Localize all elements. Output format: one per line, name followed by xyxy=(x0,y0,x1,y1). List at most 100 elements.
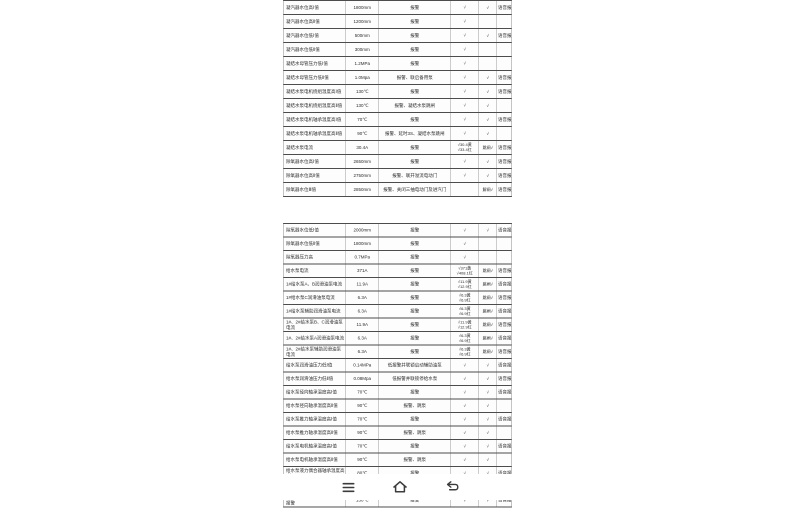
alarm-table-upper: 凝汽器水位高Ⅰ值 1800mm 报警 √ √ 语音报警 凝汽器水位高Ⅱ值 120… xyxy=(283,0,512,197)
cell-setpoint-value: 70℃ xyxy=(345,440,379,453)
cell-mark-primary: √6.3黄 √6.9红 xyxy=(450,291,479,304)
cell-mark-primary: √ xyxy=(450,399,479,412)
cell-point-name: 除氧器压力高 xyxy=(286,254,314,260)
cell-voice-alarm: 语音报警 xyxy=(496,183,512,196)
cell-mark-primary xyxy=(450,183,479,196)
cell-mark-secondary: √ xyxy=(478,413,497,426)
cell-mark-secondary: √ xyxy=(478,440,497,453)
cell-mark-secondary: 跳闸√ xyxy=(478,264,497,277)
cell-setpoint-value: 2650mm xyxy=(345,155,379,168)
cell-point-name: 1#给水泵辅助润滑油泵电流 xyxy=(286,308,341,314)
cell-setpoint-value: 90℃ xyxy=(345,453,379,466)
cell-setpoint-value: 300mm xyxy=(345,43,379,56)
cell-mark-secondary: 跳闸√ xyxy=(478,318,497,331)
cell-point-name: 除氧器水位Ⅲ值 xyxy=(286,186,317,192)
cell-action: 报警 xyxy=(378,467,451,480)
table-row: 1#、2#给水泵A润滑油泵电流 6.3A 报警 √6.3黄 √6.9红 跳闸√ … xyxy=(283,331,512,345)
cell-point-name: 给水泵电机轴承温度高Ⅱ值 xyxy=(286,457,338,462)
cell-mark-secondary: 跳闸√ xyxy=(478,345,497,358)
cell-setpoint-value: 90℃ xyxy=(345,399,379,412)
cell-mark-primary: √ xyxy=(450,413,479,426)
cell-mark-secondary: 跳闸√ xyxy=(478,291,497,304)
cell-mark-secondary xyxy=(478,251,497,264)
table-row: 1#给水泵辅助润滑油泵电流 6.3A 报警 √6.3黄 √6.9红 跳闸√ 语音… xyxy=(283,304,512,318)
cell-point-name: 除氧器水位高Ⅱ值 xyxy=(286,172,320,178)
cell-action: 报警、联启备用泵 xyxy=(378,71,451,84)
cell-point-name: 给水泵电机轴承温度高Ⅰ值 xyxy=(286,443,337,449)
cell-setpoint-value: 6.3A xyxy=(345,345,379,358)
cell-action: 报警 xyxy=(378,15,451,28)
cell-action: 报警、跳泵 xyxy=(378,453,451,466)
cell-mark-secondary: √ xyxy=(478,386,497,399)
back-icon xyxy=(444,479,461,496)
cell-mark-primary: √ xyxy=(450,57,479,70)
cell-voice-alarm: 语音报警 xyxy=(496,372,512,385)
table-row: 凝结水泵电流 30.4A 报警 √30.4黄 √33.4红 跳闸√ 语音报警 xyxy=(283,140,512,154)
cell-action: 报警 xyxy=(378,85,451,98)
cell-mark-primary: √ xyxy=(450,224,479,237)
cell-action: 报警 xyxy=(378,251,451,264)
cell-voice-alarm: 语音报警 xyxy=(496,169,512,182)
cell-action: 报警 xyxy=(378,43,451,56)
cell-mark-secondary xyxy=(478,237,497,250)
cell-point-name: 凝结水母管压力低Ⅱ值 xyxy=(286,74,329,80)
menu-icon xyxy=(340,479,357,496)
cell-mark-primary: √ xyxy=(450,372,479,385)
cell-action: 报警、关闭三抽电动门及进汽门 xyxy=(378,183,451,196)
table-row: 凝结水泵电机轴承温度高Ⅰ值 70℃ 报警 √ √ 语音报警 xyxy=(283,112,512,126)
cell-point-name: 1#给水泵A、B润滑油泵电流 xyxy=(286,281,343,287)
alarm-table-lower: 除氧器水位低Ⅰ值 2000mm 报警 √ √ 语音报警 除氧器水位低Ⅱ值 180… xyxy=(283,223,512,508)
home-button[interactable] xyxy=(390,477,410,497)
cell-setpoint-value: 6.3A xyxy=(345,291,379,304)
cell-setpoint-value: 70℃ xyxy=(345,386,379,399)
cell-setpoint-value: 90℃ xyxy=(345,127,379,140)
cell-point-name: 给水泵润滑油压力低Ⅰ值 xyxy=(286,362,333,368)
table-row: 1#给水泵C润滑油泵电流 6.3A 报警 √6.3黄 √6.9红 跳闸√ 语音报… xyxy=(283,290,512,304)
table-row: 凝结水泵电机轴承温度高Ⅱ值 90℃ 报警、延时3S、凝结水泵跳闸 √ √ xyxy=(283,126,512,140)
cell-mark-secondary: √ xyxy=(478,467,497,480)
cell-voice-alarm: 语音报警 xyxy=(496,113,512,126)
table-row: 给水泵推力轴承温度高Ⅱ值 90℃ 报警、跳泵 √ √ xyxy=(283,425,512,439)
cell-action: 报警 xyxy=(378,440,451,453)
cell-point-name: 凝汽器水位高Ⅱ值 xyxy=(286,18,320,24)
back-button[interactable] xyxy=(442,477,462,497)
cell-mark-secondary: √ xyxy=(478,224,497,237)
cell-mark-primary: √ xyxy=(450,440,479,453)
cell-action: 报警、延时3S、凝结水泵跳闸 xyxy=(378,127,451,140)
menu-button[interactable] xyxy=(338,477,358,497)
table-row: 凝汽器水位高Ⅱ值 1200mm 报警 √ xyxy=(283,14,512,28)
cell-setpoint-value: 1.0Mpa xyxy=(345,71,379,84)
cell-action: 低报警并联锁停给水泵 xyxy=(378,372,451,385)
cell-action: 报警 xyxy=(378,318,451,331)
cell-setpoint-value: 70℃ xyxy=(345,113,379,126)
cell-setpoint-value: 500mm xyxy=(345,29,379,42)
cell-action: 报警 xyxy=(378,305,451,318)
cell-mark-primary: √ xyxy=(450,15,479,28)
cell-setpoint-value: 70℃ xyxy=(345,413,379,426)
document-page: 凝汽器水位高Ⅰ值 1800mm 报警 √ √ 语音报警 凝汽器水位高Ⅱ值 120… xyxy=(283,0,512,508)
cell-voice-alarm: 语音报警 xyxy=(496,29,512,42)
cell-mark-primary: √ xyxy=(450,237,479,250)
android-navbar xyxy=(0,474,800,500)
cell-mark-primary: √ xyxy=(450,155,479,168)
table-row: 给水泵径向轴承温度高Ⅰ值 70℃ 报警 √ √ 语音报警 xyxy=(283,385,512,399)
cell-voice-alarm: 语音报警 xyxy=(496,332,512,345)
cell-mark-primary: √ xyxy=(450,29,479,42)
cell-voice-alarm xyxy=(496,15,512,28)
cell-point-name: 除氧器水位高Ⅰ值 xyxy=(286,158,319,164)
table-row: 给水泵润滑油压力低Ⅱ值 0.08Mpa 低报警并联锁停给水泵 √ √ 语音报警 xyxy=(283,371,512,385)
cell-mark-secondary: √ xyxy=(478,169,497,182)
cell-action: 报警、凝结水泵跳闸 xyxy=(378,99,451,112)
table-row: 给水泵推力轴承温度高Ⅰ值 70℃ 报警 √ √ 语音报警 xyxy=(283,412,512,426)
cell-point-name: 凝结水泵电机轴承温度高Ⅰ值 xyxy=(286,116,342,122)
cell-point-name: 除氧器水位低Ⅰ值 xyxy=(286,227,319,233)
cell-voice-alarm: 语音报警 xyxy=(496,1,512,14)
cell-action: 报警 xyxy=(378,291,451,304)
cell-mark-primary: √ xyxy=(450,99,479,112)
cell-voice-alarm: 语音报警 xyxy=(496,224,512,237)
cell-mark-primary: √ xyxy=(450,43,479,56)
cell-mark-secondary: 跳闸√ xyxy=(478,278,497,291)
cell-voice-alarm xyxy=(496,453,512,466)
cell-mark-primary: √ xyxy=(450,169,479,182)
cell-action: 低报警并联锁启动辅助油泵 xyxy=(378,359,451,372)
